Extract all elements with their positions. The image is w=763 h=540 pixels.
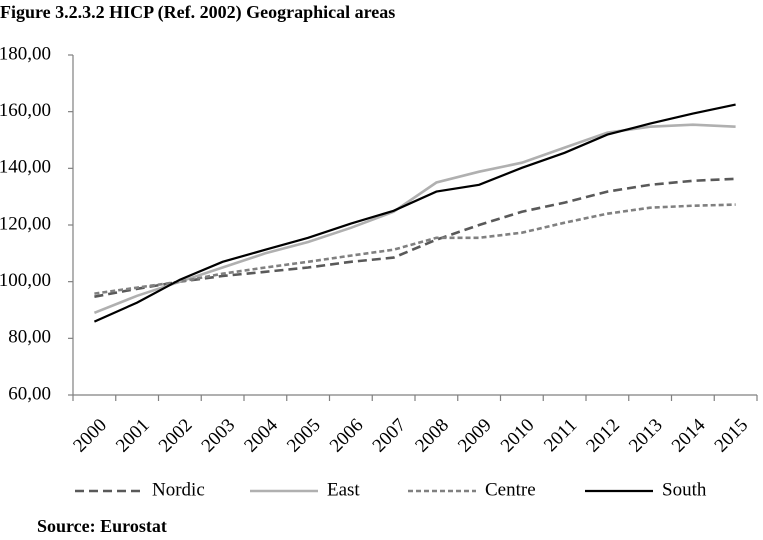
- legend-label: Centre: [485, 479, 536, 500]
- legend-label: Nordic: [152, 479, 205, 500]
- x-tick-label: 2004: [240, 414, 282, 456]
- legend-label: South: [662, 479, 707, 500]
- y-tick-label: 140,00: [0, 157, 51, 178]
- chart-title: Figure 3.2.3.2 HICP (Ref. 2002) Geograph…: [0, 2, 395, 23]
- x-tick-label: 2013: [625, 415, 667, 457]
- legend-label: East: [327, 479, 360, 500]
- x-tick-label: 2012: [582, 415, 624, 457]
- x-tick-label: 2007: [369, 415, 411, 457]
- series-line: [93, 103, 736, 323]
- x-tick-label: 2009: [454, 415, 496, 457]
- y-tick-label: 80,00: [8, 327, 51, 348]
- x-tick-label: 2014: [668, 414, 710, 456]
- y-tick-label: 160,00: [0, 100, 51, 121]
- series-line: [93, 123, 736, 315]
- x-tick-label: 2015: [711, 415, 753, 457]
- y-tick-label: 60,00: [8, 383, 51, 404]
- y-tick-label: 100,00: [0, 270, 51, 291]
- x-tick-label: 2001: [112, 415, 154, 457]
- x-tick-label: 2002: [155, 415, 197, 457]
- x-tick-label: 2010: [497, 415, 539, 457]
- series-line: [94, 203, 736, 295]
- x-tick-label: 2006: [326, 415, 368, 457]
- series-line: [94, 177, 736, 298]
- source-note: Source: Eurostat: [37, 516, 167, 536]
- y-tick-label: 180,00: [0, 43, 51, 64]
- x-tick-label: 2011: [540, 415, 581, 456]
- x-tick-label: 2000: [69, 415, 111, 457]
- y-tick-label: 120,00: [0, 213, 51, 234]
- x-tick-label: 2008: [411, 415, 453, 457]
- x-tick-label: 2003: [198, 415, 240, 457]
- x-tick-label: 2005: [283, 415, 325, 457]
